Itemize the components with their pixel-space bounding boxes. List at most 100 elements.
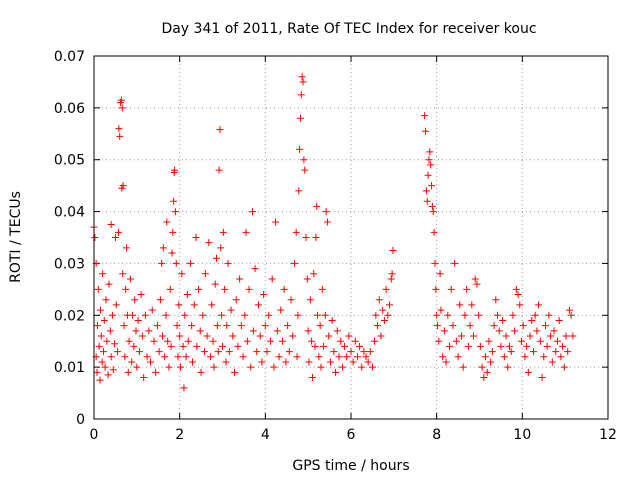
- data-point: [523, 342, 531, 350]
- y-tick-label: 0.05: [54, 153, 85, 169]
- data-point: [514, 291, 522, 299]
- data-point: [176, 332, 184, 340]
- data-point: [497, 342, 505, 350]
- data-point: [237, 322, 245, 330]
- data-point: [99, 270, 107, 278]
- data-point: [196, 327, 204, 335]
- data-point: [215, 166, 223, 174]
- data-point: [207, 353, 215, 361]
- data-point: [130, 342, 138, 350]
- data-point: [229, 332, 237, 340]
- data-point: [145, 327, 153, 335]
- data-point: [325, 332, 333, 340]
- data-point: [248, 208, 256, 216]
- data-point: [358, 363, 366, 371]
- data-point: [223, 322, 231, 330]
- data-point: [284, 322, 292, 330]
- data-point: [426, 148, 434, 156]
- data-point: [120, 322, 128, 330]
- data-point: [266, 337, 274, 345]
- data-point: [434, 322, 442, 330]
- data-point: [171, 166, 179, 174]
- x-tick-label: 12: [599, 427, 617, 443]
- data-point: [199, 311, 207, 319]
- grid-lines: [94, 56, 608, 419]
- data-point: [509, 311, 517, 319]
- data-point: [478, 363, 486, 371]
- data-point: [133, 363, 141, 371]
- data-point: [123, 244, 131, 252]
- data-point: [471, 275, 479, 283]
- data-point: [126, 275, 134, 283]
- data-point: [95, 342, 103, 350]
- data-point: [239, 353, 247, 361]
- data-point: [456, 301, 464, 309]
- data-point: [181, 311, 189, 319]
- data-point: [290, 259, 298, 267]
- data-point: [134, 316, 142, 324]
- data-point: [219, 228, 227, 236]
- data-point: [560, 363, 568, 371]
- data-point: [236, 275, 244, 283]
- data-point: [321, 311, 329, 319]
- data-point: [487, 358, 495, 366]
- data-point: [256, 332, 264, 340]
- data-point: [485, 337, 493, 345]
- chart-title: Day 341 of 2011, Rate Of TEC Index for r…: [161, 21, 536, 37]
- data-point: [197, 368, 205, 376]
- data-point: [165, 363, 173, 371]
- data-point: [109, 366, 117, 374]
- data-point: [526, 332, 534, 340]
- data-point: [507, 348, 515, 356]
- data-point: [148, 306, 156, 314]
- data-point: [430, 228, 438, 236]
- data-point: [135, 348, 143, 356]
- data-point: [557, 353, 565, 361]
- data-point: [278, 337, 286, 345]
- data-point: [189, 358, 197, 366]
- data-point: [217, 244, 225, 252]
- data-point: [536, 337, 544, 345]
- data-point: [435, 337, 443, 345]
- data-point: [452, 337, 460, 345]
- data-point: [282, 358, 290, 366]
- data-point: [548, 358, 556, 366]
- data-point: [224, 259, 232, 267]
- data-point: [270, 363, 278, 371]
- data-point: [186, 259, 194, 267]
- data-point: [502, 332, 510, 340]
- data-point: [330, 348, 338, 356]
- data-point: [93, 322, 101, 330]
- data-point: [141, 311, 149, 319]
- data-point: [222, 358, 230, 366]
- data-point: [366, 348, 374, 356]
- data-point: [337, 337, 345, 345]
- data-point: [179, 342, 187, 350]
- data-point: [299, 78, 307, 86]
- data-point: [490, 322, 498, 330]
- data-point: [389, 246, 397, 254]
- data-point: [531, 311, 539, 319]
- data-point: [115, 125, 123, 133]
- data-point: [424, 171, 432, 179]
- data-point: [258, 358, 266, 366]
- data-point: [147, 358, 155, 366]
- data-point: [289, 332, 297, 340]
- data-point: [174, 353, 182, 361]
- data-point: [368, 363, 376, 371]
- data-point: [428, 182, 436, 190]
- data-point: [466, 322, 474, 330]
- y-tick-label: 0.02: [54, 308, 85, 324]
- data-point: [562, 332, 570, 340]
- data-point: [91, 234, 99, 241]
- data-point: [343, 353, 351, 361]
- data-point: [214, 348, 222, 356]
- data-point: [277, 306, 285, 314]
- data-point: [552, 348, 560, 356]
- data-point: [533, 327, 541, 335]
- data-point: [347, 348, 355, 356]
- data-point: [341, 342, 349, 350]
- data-point: [377, 332, 385, 340]
- data-point: [242, 228, 250, 236]
